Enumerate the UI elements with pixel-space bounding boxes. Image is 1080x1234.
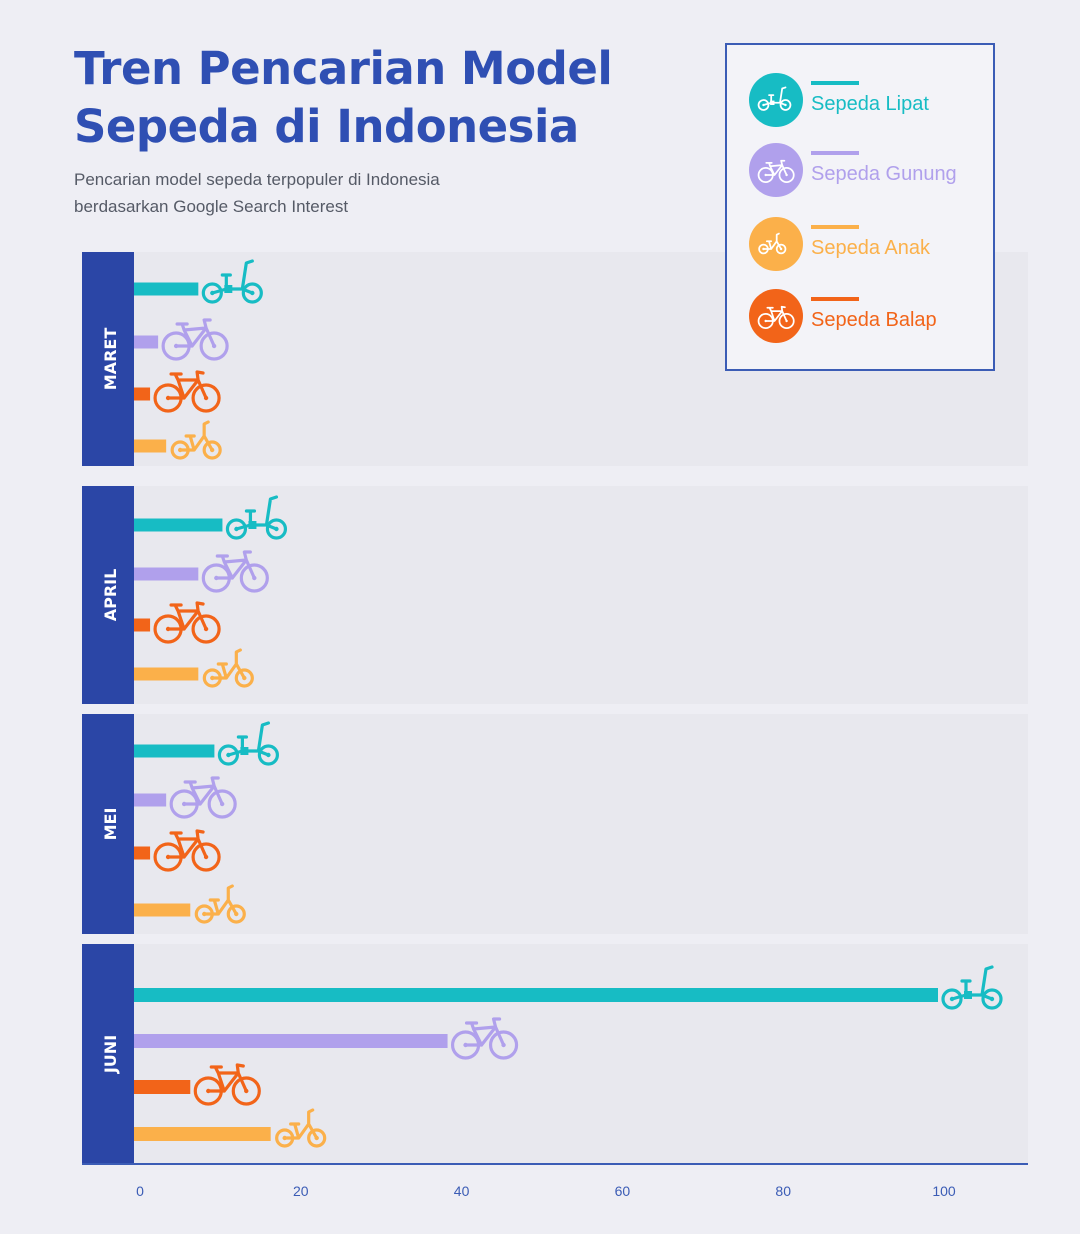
kids-bike-icon: [758, 232, 787, 255]
x-tick-label: 40: [454, 1183, 470, 1199]
bar: [134, 282, 199, 296]
legend-badge: [749, 217, 803, 271]
bar: [134, 846, 151, 860]
month-band: [82, 486, 134, 704]
folding-bike-icon: [217, 721, 279, 766]
bar: [134, 439, 167, 453]
road-bike-icon: [193, 1063, 261, 1106]
folding-bike-icon: [757, 86, 792, 111]
legend-swatch: [811, 81, 859, 85]
legend-badge: [749, 143, 803, 197]
mountain-bike-icon: [169, 776, 237, 819]
kids-bike-icon: [758, 232, 787, 255]
mountain-bike-icon: [450, 1017, 519, 1060]
road-bike-icon: [757, 305, 795, 330]
legend-badge: [749, 289, 803, 343]
chart-legend: Sepeda Lipat Sepeda Gunung Sepeda Anak S…: [725, 43, 995, 371]
legend-swatch: [811, 225, 859, 229]
month-band: [82, 714, 134, 934]
legend-item-sepeda-gunung: Sepeda Gunung: [749, 143, 989, 197]
legend-swatch: [811, 297, 859, 301]
legend-item-sepeda-balap: Sepeda Balap: [749, 289, 989, 343]
month-band: [82, 944, 134, 1164]
x-tick-label: 60: [615, 1183, 631, 1199]
group-background: [134, 714, 1028, 934]
month-label: MEI: [101, 808, 120, 841]
bar: [134, 744, 215, 758]
bar: [134, 335, 159, 349]
legend-item-sepeda-anak: Sepeda Anak: [749, 217, 989, 271]
x-tick-label: 20: [293, 1183, 309, 1199]
bar: [134, 618, 151, 632]
group-background: [134, 944, 1028, 1164]
folding-bike-icon: [757, 86, 792, 111]
legend-label: Sepeda Anak: [811, 237, 930, 259]
bar: [134, 1127, 271, 1141]
x-tick-label: 100: [932, 1183, 956, 1199]
month-label: JUNI: [101, 1035, 120, 1074]
month-label: APRIL: [101, 569, 120, 622]
kids-bike-icon: [275, 1108, 327, 1148]
bar: [134, 518, 223, 532]
bar: [134, 667, 199, 681]
legend-label: Sepeda Gunung: [811, 163, 957, 185]
month-label: MARET: [101, 328, 120, 391]
bar: [134, 387, 151, 401]
legend-item-sepeda-lipat: Sepeda Lipat: [749, 73, 989, 127]
x-tick-label: 0: [136, 1183, 144, 1199]
mountain-bike-icon: [757, 159, 795, 184]
mountain-bike-icon: [757, 159, 795, 184]
month-band: [82, 252, 134, 466]
mountain-bike-icon: [201, 550, 269, 593]
mountain-bike-icon: [161, 318, 229, 361]
legend-label: Sepeda Lipat: [811, 93, 929, 115]
chart-title: Tren Pencarian Model Sepeda di Indonesia: [74, 42, 613, 153]
bar: [134, 903, 191, 917]
folding-bike-icon: [201, 259, 263, 304]
bar: [134, 988, 938, 1002]
road-bike-icon: [757, 305, 795, 330]
kids-bike-icon: [202, 648, 254, 688]
x-tick-label: 80: [775, 1183, 791, 1199]
road-bike-icon: [153, 829, 221, 872]
kids-bike-icon: [194, 884, 246, 924]
bar: [134, 1080, 191, 1094]
legend-swatch: [811, 151, 859, 155]
folding-bike-icon: [941, 965, 1003, 1010]
legend-badge: [749, 73, 803, 127]
chart-subtitle: Pencarian model sepeda terpopuler di Ind…: [74, 170, 440, 216]
legend-label: Sepeda Balap: [811, 309, 937, 331]
road-bike-icon: [153, 370, 221, 413]
folding-bike-icon: [225, 495, 288, 540]
bar: [134, 567, 199, 581]
bar: [134, 793, 167, 807]
road-bike-icon: [153, 601, 221, 644]
kids-bike-icon: [170, 420, 222, 460]
bar: [134, 1034, 448, 1048]
